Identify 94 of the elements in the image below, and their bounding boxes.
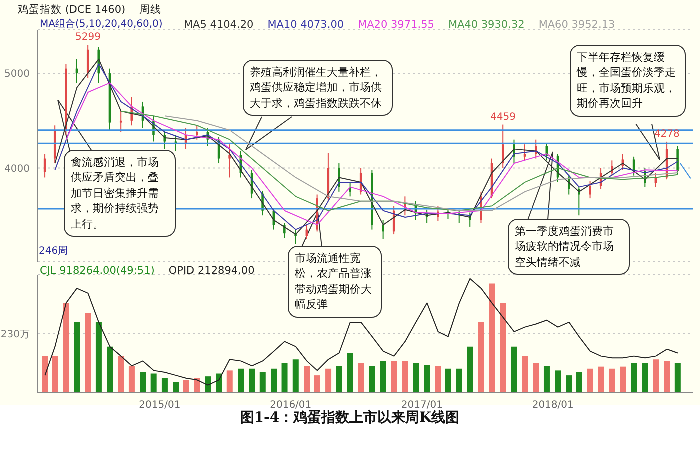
annotation: 第一季度鸡蛋消费市场疲软的情况令市场空头情绪不减 xyxy=(508,219,630,276)
bar xyxy=(336,366,342,393)
bar xyxy=(587,368,594,393)
bar xyxy=(511,346,518,393)
bar xyxy=(128,366,135,393)
chart-title: 鸡蛋指数 (DCE 1460) xyxy=(18,3,126,17)
bar xyxy=(304,366,310,393)
bar xyxy=(347,353,354,393)
bar xyxy=(150,374,157,393)
bar xyxy=(445,368,452,393)
x-tick-label: 2018/01 xyxy=(532,400,574,412)
bar xyxy=(653,360,660,393)
bar xyxy=(183,380,190,393)
bar xyxy=(326,368,332,393)
bar xyxy=(162,378,168,393)
bar xyxy=(205,376,212,393)
bar xyxy=(85,313,92,393)
x-tick-label: 2016/01 xyxy=(270,400,312,412)
chart-subtitle: 周线 xyxy=(140,3,162,17)
candlestick xyxy=(382,220,384,240)
candlestick xyxy=(589,181,592,200)
y-tick-label: 230万 xyxy=(0,330,30,341)
text: MA组合(5,10,20,40,60,0) xyxy=(40,19,163,31)
text: MA60 3952.13 xyxy=(538,19,616,31)
candlestick xyxy=(524,144,526,162)
bar xyxy=(566,376,572,393)
candlestick xyxy=(120,110,122,133)
bar xyxy=(544,366,550,393)
bar xyxy=(369,366,376,393)
candlestick xyxy=(578,186,580,216)
candlestick xyxy=(676,146,679,176)
bar xyxy=(271,368,278,393)
bar xyxy=(63,303,70,393)
bar xyxy=(238,368,244,393)
bar xyxy=(609,368,616,393)
annotation: 246周 xyxy=(39,246,68,258)
bar xyxy=(467,346,474,393)
bar xyxy=(631,362,638,393)
text: MA10 4073.00 xyxy=(268,19,344,31)
bar xyxy=(500,303,506,393)
candlestick xyxy=(284,222,286,239)
bar xyxy=(282,362,288,393)
bar xyxy=(522,356,528,393)
bar xyxy=(435,366,442,393)
bar xyxy=(260,372,266,393)
bar xyxy=(226,370,233,393)
bar xyxy=(249,368,256,393)
candlestick xyxy=(196,125,198,140)
x-tick-label: 2017/01 xyxy=(401,400,443,412)
bar xyxy=(533,362,540,393)
y-tick-label: 4000 xyxy=(4,164,30,175)
bar xyxy=(598,366,604,393)
bar xyxy=(674,362,681,393)
bar xyxy=(52,356,58,393)
bar xyxy=(140,372,146,393)
bar xyxy=(314,376,320,393)
bar xyxy=(96,322,102,393)
y-tick-label: 5000 xyxy=(4,69,30,80)
bar xyxy=(107,346,114,393)
bar xyxy=(642,362,648,393)
bar xyxy=(478,322,484,393)
bar xyxy=(391,361,398,393)
text: MA20 3971.55 xyxy=(358,19,434,31)
bar xyxy=(413,362,420,393)
bar xyxy=(402,361,408,393)
annotation: 下半年存栏恢复缓慢，全国蛋价淡季走旺，市场预期乐观，期价再次回升 xyxy=(570,45,686,117)
annotation: 禽流感消退，市场供应矛盾突出，叠加节日密集推升需求，期价持续强势上行。 xyxy=(64,150,176,237)
bar xyxy=(664,361,670,393)
bar xyxy=(576,372,582,393)
annotation: 养殖高利润催生大量补栏，鸡蛋供应稳定增加，市场供大于求，鸡蛋指数跌跌不休 xyxy=(243,60,393,116)
candlestick xyxy=(338,163,340,192)
annotation: 4278 xyxy=(654,128,680,140)
bar xyxy=(118,356,124,393)
annotation: 5299 xyxy=(75,32,101,44)
bar xyxy=(620,366,626,393)
bar xyxy=(173,382,180,393)
text: MA5 4104.20 xyxy=(184,19,254,31)
annotation: 市场流通性宽松，农产品普涨带动鸡蛋期价大幅反弹 xyxy=(288,246,382,318)
bar xyxy=(74,322,80,393)
bar xyxy=(42,356,48,393)
x-tick-label: 2015/01 xyxy=(139,400,181,412)
bar xyxy=(358,362,364,393)
bar xyxy=(555,370,562,393)
candlestick xyxy=(228,144,231,178)
bar xyxy=(292,360,299,393)
text: MA40 3930.32 xyxy=(448,19,525,31)
bar xyxy=(380,361,386,393)
bar xyxy=(424,365,430,393)
text: CJL 918264.00(49:51) xyxy=(40,265,155,277)
text: OPID 212894.00 xyxy=(168,265,255,277)
caption: 图1-4：鸡蛋指数上市以来周K线图 xyxy=(239,410,461,427)
bar xyxy=(456,368,462,393)
bar xyxy=(489,284,496,393)
annotation: 4459 xyxy=(490,112,516,123)
